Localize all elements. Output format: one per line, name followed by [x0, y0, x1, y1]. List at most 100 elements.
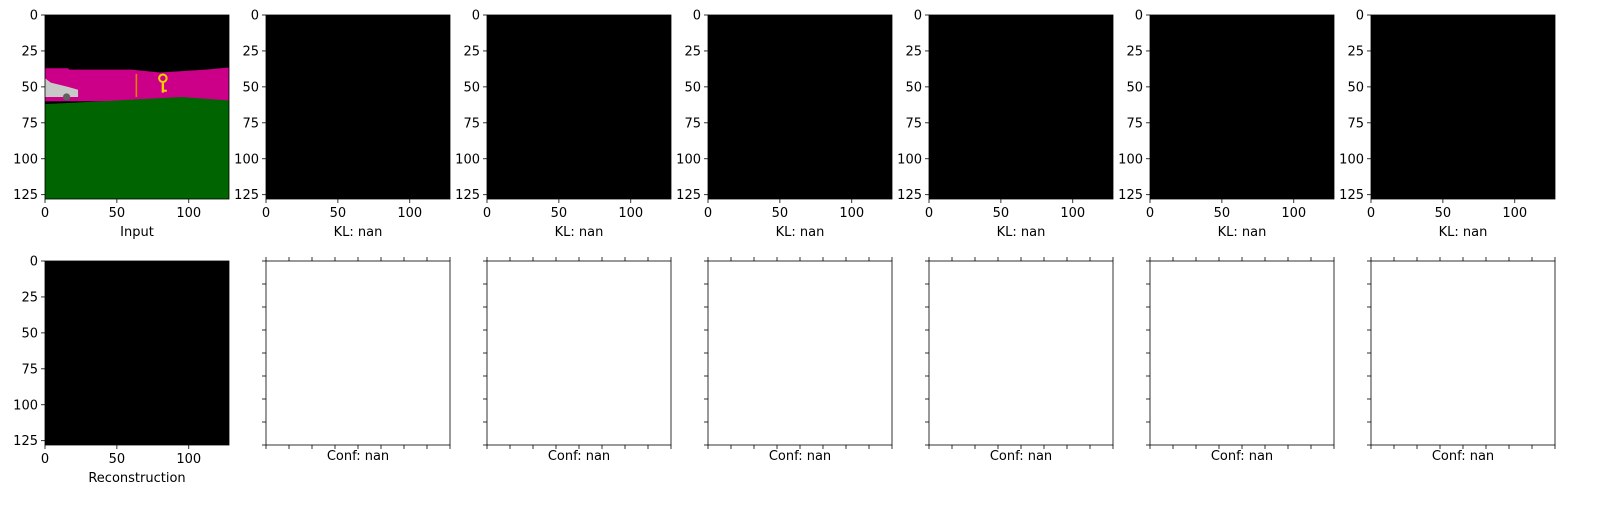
panel-frame	[44, 260, 230, 446]
panel-frame	[486, 14, 672, 200]
panel-background	[1371, 261, 1555, 445]
y-tick-label: 75	[684, 116, 701, 131]
panel-kl-3: 0 50 100 0 25 50 75 100 125 KL: nan	[676, 9, 893, 240]
x-tick-label: 100	[1281, 206, 1306, 221]
y-tick-label: 0	[1356, 9, 1364, 24]
panel-input: 0 50 100 0 25 50 75 100 125 Input	[13, 9, 230, 240]
y-tick-label: 125	[13, 188, 38, 203]
panel-image	[487, 15, 671, 199]
panel-frame	[44, 14, 230, 200]
x-axis-label: KL: nan	[1218, 225, 1267, 240]
x-tick-label: 100	[839, 206, 864, 221]
y-tick-label: 75	[21, 116, 38, 131]
y-tick-label: 75	[1347, 116, 1364, 131]
y-tick-label: 100	[1118, 152, 1143, 167]
y-tick-label: 25	[21, 290, 38, 305]
x-tick-label: 0	[483, 206, 491, 221]
panel-background	[708, 261, 892, 445]
panel-background	[266, 261, 450, 445]
x-tick-label: 50	[1435, 206, 1452, 221]
y-tick-label: 125	[13, 434, 38, 449]
y-tick-label: 25	[21, 44, 38, 59]
panel-conf-4: Conf: nan	[925, 257, 1114, 464]
car-wheel	[62, 93, 71, 101]
y-tick-label: 50	[21, 326, 38, 341]
y-tick-label: 50	[684, 80, 701, 95]
panel-background	[1150, 261, 1334, 445]
y-tick-label: 0	[30, 255, 38, 270]
panel-background	[929, 261, 1113, 445]
panel-conf-2: Conf: nan	[483, 257, 672, 464]
y-tick-label: 75	[1126, 116, 1143, 131]
y-tick-label: 75	[905, 116, 922, 131]
panel-reconstruction: 0 50 100 0 25 50 75 100 125 Reconstruction	[13, 255, 230, 486]
y-tick-label: 100	[234, 152, 259, 167]
y-tick-label: 50	[1347, 80, 1364, 95]
x-axis-label: Conf: nan	[1211, 449, 1273, 464]
panel-kl-4: 0 50 100 0 25 50 75 100 125 KL: nan	[897, 9, 1114, 240]
y-tick-label: 25	[684, 44, 701, 59]
y-tick-label: 25	[242, 44, 259, 59]
y-tick-label: 25	[1126, 44, 1143, 59]
x-tick-label: 50	[330, 206, 347, 221]
y-tick-label: 100	[676, 152, 701, 167]
y-tick-label: 0	[693, 9, 701, 24]
x-tick-label: 0	[41, 206, 49, 221]
panel-kl-2: 0 50 100 0 25 50 75 100 125 KL: nan	[455, 9, 672, 240]
y-tick-label: 125	[676, 188, 701, 203]
panel-frame	[1370, 260, 1556, 446]
x-tick-label: 50	[109, 452, 126, 467]
y-tick-label: 25	[463, 44, 480, 59]
x-axis-label: Conf: nan	[990, 449, 1052, 464]
x-tick-label: 100	[397, 206, 422, 221]
y-tick-label: 25	[1347, 44, 1364, 59]
y-tick-label: 50	[21, 80, 38, 95]
panel-image	[45, 261, 229, 445]
y-tick-label: 0	[30, 9, 38, 24]
x-axis-label: Conf: nan	[327, 449, 389, 464]
x-tick-label: 100	[1060, 206, 1085, 221]
y-tick-label: 0	[251, 9, 259, 24]
y-tick-label: 25	[905, 44, 922, 59]
panel-conf-6: Conf: nan	[1367, 257, 1556, 464]
panel-frame	[1149, 14, 1335, 200]
x-tick-label: 50	[109, 206, 126, 221]
key-tooth	[163, 89, 167, 92]
y-tick-label: 75	[21, 362, 38, 377]
panel-image	[1150, 15, 1334, 199]
x-tick-label: 0	[704, 206, 712, 221]
y-tick-label: 0	[1135, 9, 1143, 24]
y-tick-label: 100	[13, 152, 38, 167]
panel-kl-5: 0 50 100 0 25 50 75 100 125 KL: nan	[1118, 9, 1335, 240]
x-tick-label: 0	[41, 452, 49, 467]
y-tick-label: 75	[242, 116, 259, 131]
x-tick-label: 50	[1214, 206, 1231, 221]
x-axis-label: Input	[120, 225, 154, 240]
panel-frame	[928, 260, 1114, 446]
y-tick-label: 0	[472, 9, 480, 24]
scene-ground	[45, 96, 229, 199]
x-axis-label: Conf: nan	[769, 449, 831, 464]
x-tick-label: 100	[618, 206, 643, 221]
x-tick-label: 0	[262, 206, 270, 221]
panel-conf-1: Conf: nan	[262, 257, 451, 464]
y-tick-label: 50	[242, 80, 259, 95]
panel-frame	[1149, 260, 1335, 446]
panel-frame	[928, 14, 1114, 200]
y-tick-label: 50	[905, 80, 922, 95]
y-tick-label: 75	[463, 116, 480, 131]
key-shaft	[161, 81, 165, 93]
panel-frame	[1370, 14, 1556, 200]
y-tick-label: 0	[914, 9, 922, 24]
panel-frame	[265, 260, 451, 446]
panel-frame	[265, 14, 451, 200]
panel-image	[708, 15, 892, 199]
x-axis-label: KL: nan	[555, 225, 604, 240]
panel-image	[929, 15, 1113, 199]
y-tick-label: 100	[1339, 152, 1364, 167]
x-axis-label: KL: nan	[334, 225, 383, 240]
panel-kl-6: 0 50 100 0 25 50 75 100 125 KL: nan	[1339, 9, 1556, 240]
panel-frame	[486, 260, 672, 446]
panel-background	[487, 261, 671, 445]
